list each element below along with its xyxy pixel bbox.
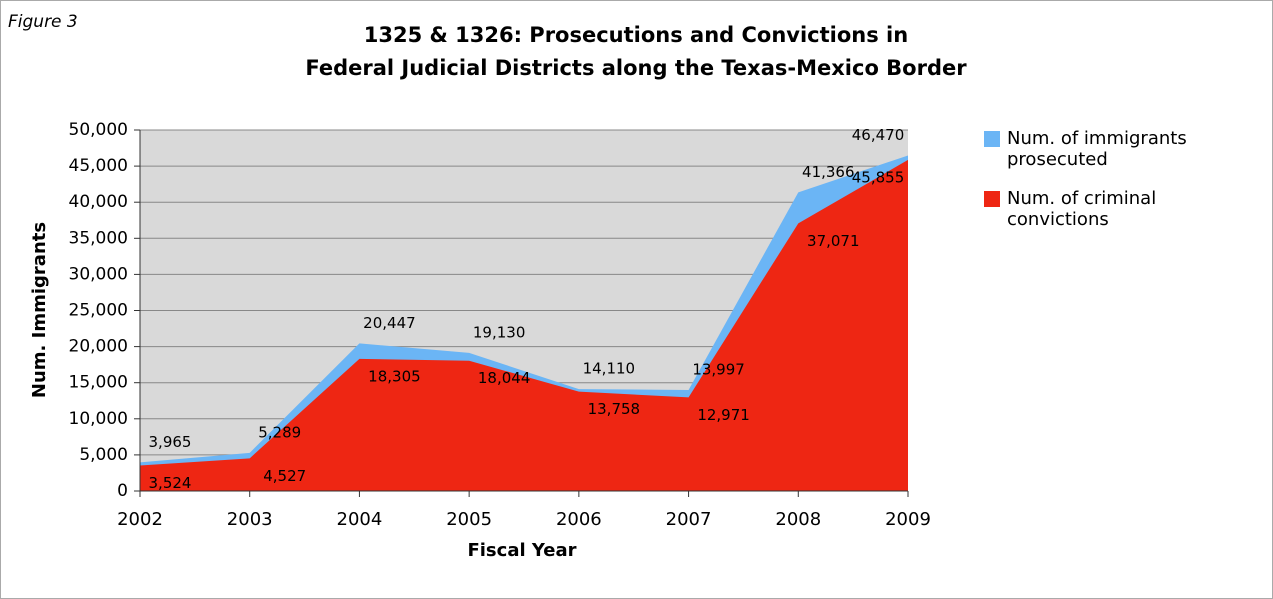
x-tick-label: 2007: [666, 509, 712, 530]
y-axis-label: Num. Immigrants: [29, 222, 50, 398]
x-tick-label: 2009: [885, 509, 931, 530]
y-tick-label: 50,000: [69, 120, 128, 140]
data-label: 4,527: [263, 467, 306, 485]
data-label: 5,289: [258, 423, 301, 441]
data-label: 18,305: [368, 367, 421, 385]
figure-label: Figure 3: [8, 12, 78, 32]
data-label: 45,855: [852, 168, 905, 186]
legend-swatch: [984, 131, 1000, 147]
data-label: 20,447: [363, 314, 416, 332]
data-label: 3,965: [149, 433, 192, 451]
y-tick-label: 45,000: [69, 156, 128, 176]
data-label: 13,997: [692, 360, 745, 378]
x-axis-label: Fiscal Year: [467, 540, 576, 561]
data-label: 41,366: [802, 163, 855, 181]
data-label: 18,044: [478, 369, 531, 387]
data-label: 46,470: [852, 126, 905, 144]
x-tick-label: 2002: [117, 509, 163, 530]
data-label: 12,971: [697, 406, 750, 424]
x-tick-label: 2004: [337, 509, 383, 530]
y-tick-label: 40,000: [69, 192, 128, 212]
data-label: 14,110: [583, 360, 636, 378]
chart-title: Federal Judicial Districts along the Tex…: [305, 56, 967, 80]
y-tick-label: 25,000: [69, 301, 128, 321]
x-tick-label: 2008: [775, 509, 821, 530]
chart-title: 1325 & 1326: Prosecutions and Conviction…: [364, 23, 908, 47]
y-tick-label: 20,000: [69, 337, 128, 357]
y-tick-label: 0: [117, 481, 128, 501]
data-label: 13,758: [588, 400, 641, 418]
data-label: 37,071: [807, 232, 860, 250]
y-tick-label: 35,000: [69, 228, 128, 248]
y-tick-label: 15,000: [69, 373, 128, 393]
legend-swatch: [984, 191, 1000, 207]
y-tick-label: 10,000: [69, 409, 128, 429]
x-tick-label: 2003: [227, 509, 273, 530]
y-tick-label: 30,000: [69, 264, 128, 284]
data-label: 19,130: [473, 323, 526, 341]
legend-label: Num. of criminal convictions: [1007, 188, 1157, 230]
x-tick-label: 2005: [446, 509, 492, 530]
legend-label: Num. of immigrants prosecuted: [1007, 128, 1187, 170]
data-label: 3,524: [149, 474, 192, 492]
y-tick-label: 5,000: [79, 445, 128, 465]
area: [140, 159, 908, 492]
x-tick-label: 2006: [556, 509, 602, 530]
